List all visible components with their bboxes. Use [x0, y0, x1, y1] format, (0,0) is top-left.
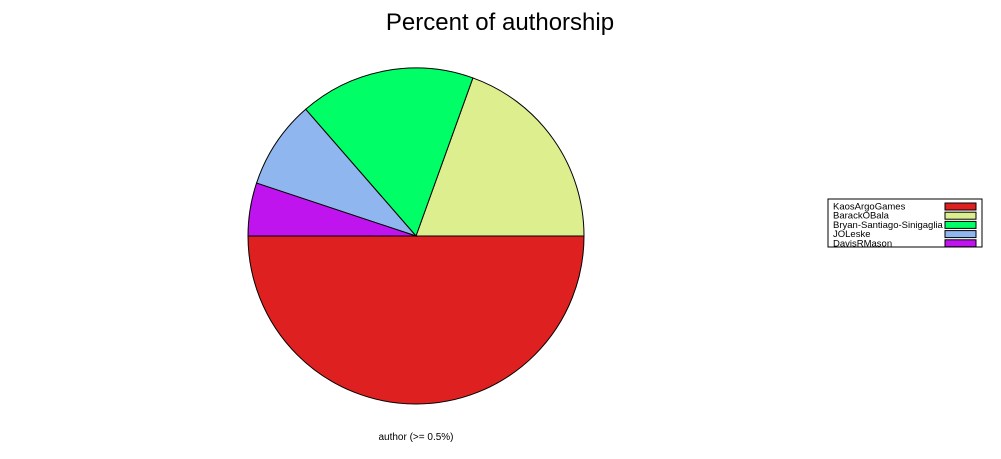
pie-slice-joleske	[255, 108, 418, 238]
x-axis-label: author (>= 0.5%)	[378, 432, 453, 443]
legend-label: KaosArgoGames	[833, 202, 906, 213]
legend-label: JOLeske	[833, 229, 871, 240]
pie-slice-davisrmason	[247, 182, 417, 237]
chart-title: Percent of authorship	[386, 9, 614, 36]
legend-swatch	[944, 239, 977, 248]
pie-slices	[247, 67, 585, 405]
legend-swatch	[944, 211, 977, 220]
pie-slice-bryan-santiago-sinigaglia	[304, 67, 474, 237]
legend-swatch	[944, 202, 977, 211]
pie-slice-kaosargogames	[247, 235, 585, 405]
legend-label: DavisRMason	[833, 238, 892, 249]
legend: KaosArgoGamesBarackOBalaBryan-Santiago-S…	[827, 198, 983, 249]
legend-swatch	[944, 230, 977, 239]
legend-swatch	[944, 220, 977, 229]
legend-label: BarackOBala	[833, 211, 890, 222]
legend-label: Bryan-Santiago-Sinigaglia	[833, 220, 944, 231]
pie-slice-barackobala	[415, 77, 585, 237]
